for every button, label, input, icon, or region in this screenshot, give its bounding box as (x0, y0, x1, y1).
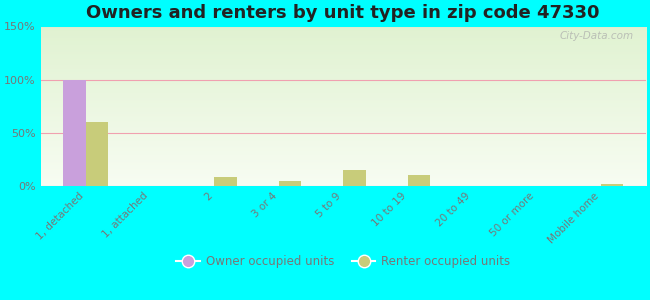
Bar (601, 184, 623, 186)
Bar (408, 176, 430, 186)
Text: City-Data.com: City-Data.com (560, 31, 634, 41)
Bar (214, 178, 237, 186)
Bar (343, 170, 366, 186)
Legend: Owner occupied units, Renter occupied units: Owner occupied units, Renter occupied un… (172, 250, 515, 273)
Bar (279, 181, 302, 186)
Bar (86, 122, 109, 186)
Bar (63, 80, 86, 186)
Title: Owners and renters by unit type in zip code 47330: Owners and renters by unit type in zip c… (86, 4, 600, 22)
